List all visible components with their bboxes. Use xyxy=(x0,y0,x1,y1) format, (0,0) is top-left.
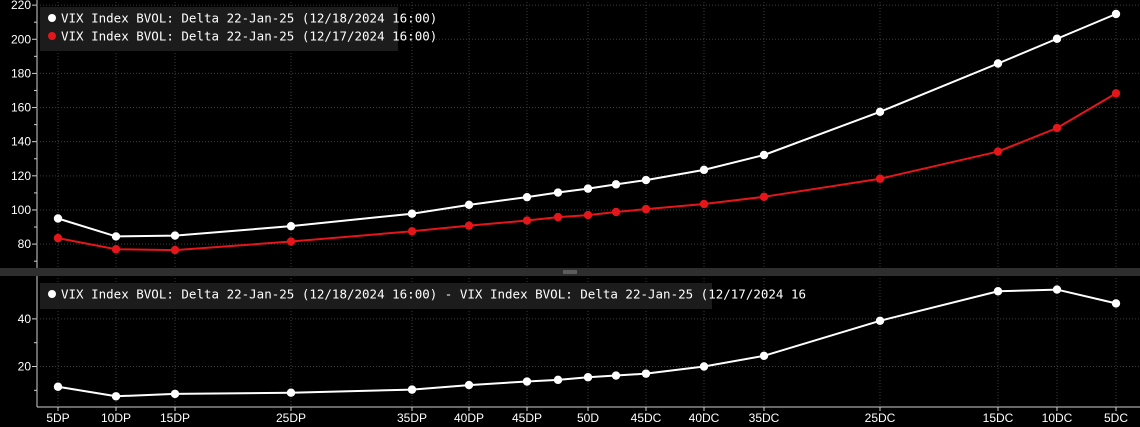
series-point-top-1-12 xyxy=(759,192,769,202)
series-point-top-0-6 xyxy=(522,192,532,202)
series-point-top-0-12 xyxy=(759,150,769,160)
series-point-top-0-11 xyxy=(699,165,709,175)
series-point-top-1-16 xyxy=(1111,89,1121,98)
series-point-top-0-8 xyxy=(583,184,593,193)
panel-divider[interactable] xyxy=(0,268,1140,276)
series-point-top-1-5 xyxy=(464,221,474,230)
legend-box-1 xyxy=(40,283,712,309)
legend-label-0-0: VIX Index BVOL: Delta 22-Jan-25 (12/18/2… xyxy=(61,11,437,26)
series-point-bottom-0-12 xyxy=(759,351,769,360)
y-tick-label-top-1: 100 xyxy=(11,203,31,217)
series-point-top-0-15 xyxy=(1052,34,1062,43)
series-point-top-0-14 xyxy=(993,59,1003,68)
series-point-top-0-0 xyxy=(53,214,63,223)
series-point-top-0-13 xyxy=(875,107,885,117)
series-point-top-1-0 xyxy=(53,233,63,243)
series-point-bottom-0-14 xyxy=(993,287,1003,296)
series-point-top-1-8 xyxy=(583,210,593,220)
x-tick-label-2: 15DP xyxy=(160,411,190,425)
x-tick-label-1: 10DP xyxy=(101,411,131,425)
x-tick-label-13: 10DC xyxy=(1042,411,1073,425)
series-point-top-1-7 xyxy=(553,212,563,222)
x-tick-label-9: 40DC xyxy=(689,411,720,425)
x-tick-label-4: 35DP xyxy=(397,411,427,425)
series-point-bottom-0-6 xyxy=(522,377,532,386)
y-tick-label-bottom-0: 20 xyxy=(18,360,32,374)
legends: VIX Index BVOL: Delta 22-Jan-25 (12/18/2… xyxy=(40,7,806,309)
series-point-top-1-3 xyxy=(286,237,296,246)
series-point-top-1-4 xyxy=(407,227,417,236)
series-point-bottom-0-2 xyxy=(170,389,180,399)
series-point-bottom-0-1 xyxy=(111,392,121,401)
legend-marker-0-1 xyxy=(48,32,56,40)
series-point-bottom-0-11 xyxy=(699,362,709,371)
divider-bar xyxy=(0,268,1140,276)
y-tick-label-top-5: 180 xyxy=(11,66,31,80)
x-tick-label-10: 35DC xyxy=(749,411,780,425)
series-point-bottom-0-5 xyxy=(464,380,474,390)
series-point-top-1-6 xyxy=(522,216,532,225)
series-point-bottom-0-9 xyxy=(611,371,621,380)
legend-label-0-1: VIX Index BVOL: Delta 22-Jan-25 (12/17/2… xyxy=(61,29,437,44)
x-tick-label-14: 5DC xyxy=(1104,411,1128,425)
x-axis: 5DP 10DP 15DP 25DP 35DP 40DP 45DP 50D 45DC 40DC 35… xyxy=(37,406,1140,425)
x-tick-label-3: 25DP xyxy=(276,411,306,425)
series-point-bottom-0-0 xyxy=(53,382,63,391)
series-point-top-1-2 xyxy=(170,245,180,255)
series-point-top-0-16 xyxy=(1111,9,1121,19)
x-tick-label-12: 15DC xyxy=(983,411,1014,425)
series-point-bottom-0-7 xyxy=(553,375,563,385)
y-tick-label-top-2: 120 xyxy=(11,169,31,183)
series-point-top-0-4 xyxy=(407,209,417,218)
y-tick-label-top-6: 200 xyxy=(11,32,31,46)
series-point-top-0-1 xyxy=(111,232,121,241)
series-point-top-0-7 xyxy=(553,188,563,197)
y-tick-label-top-4: 160 xyxy=(11,101,31,115)
legend-box-0 xyxy=(40,7,398,51)
y-tick-label-top-0: 80 xyxy=(18,237,32,251)
series-point-top-1-11 xyxy=(699,199,709,209)
series-point-top-0-2 xyxy=(170,231,180,240)
series-point-bottom-0-15 xyxy=(1052,285,1062,294)
series-point-top-0-9 xyxy=(611,180,621,189)
x-tick-label-6: 45DP xyxy=(512,411,542,425)
series-point-top-1-9 xyxy=(611,207,621,217)
legend-marker-0-0 xyxy=(48,14,56,22)
series-point-top-0-10 xyxy=(641,175,651,185)
legend-marker-1-0 xyxy=(48,290,56,298)
series-point-bottom-0-16 xyxy=(1111,299,1121,308)
x-tick-label-8: 45DC xyxy=(631,411,662,425)
series-point-top-0-3 xyxy=(286,221,296,231)
y-tick-label-top-3: 140 xyxy=(11,135,31,149)
x-tick-label-5: 40DP xyxy=(454,411,484,425)
series-point-top-0-5 xyxy=(464,200,474,210)
x-tick-label-11: 25DC xyxy=(865,411,896,425)
series-point-bottom-0-13 xyxy=(875,316,885,325)
series-point-top-1-1 xyxy=(111,245,121,254)
series-point-top-1-13 xyxy=(875,174,885,183)
series-point-bottom-0-8 xyxy=(583,373,593,382)
y-tick-label-bottom-1: 40 xyxy=(18,312,32,326)
x-tick-label-7: 50D xyxy=(577,411,599,425)
series-point-bottom-0-3 xyxy=(286,388,296,397)
series-point-top-1-15 xyxy=(1052,123,1062,133)
y-tick-label-top-7: 220 xyxy=(11,0,31,12)
series-point-bottom-0-10 xyxy=(641,369,651,378)
series-point-bottom-0-4 xyxy=(407,385,417,394)
legend-label-1-0: VIX Index BVOL: Delta 22-Jan-25 (12/18/2… xyxy=(61,287,806,302)
series-point-top-1-14 xyxy=(993,147,1003,156)
x-tick-label-0: 5DP xyxy=(46,411,69,425)
series-point-top-1-10 xyxy=(641,204,651,214)
